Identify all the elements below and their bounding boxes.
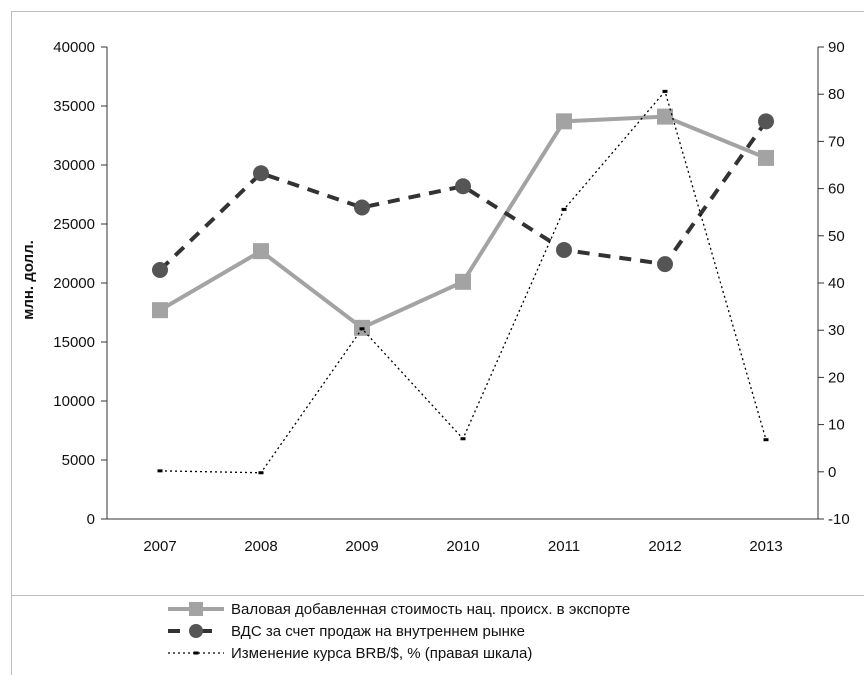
legend-item: Изменение курса BRB/$, % (правая шкала) xyxy=(168,645,532,662)
y-tick-label: 40000 xyxy=(53,39,95,56)
y2-tick-label: 70 xyxy=(828,133,845,150)
data-point xyxy=(253,243,269,260)
y-tick-label: 5000 xyxy=(62,452,95,469)
data-point xyxy=(657,256,673,273)
y-tick-label: 20000 xyxy=(53,275,95,292)
y2-axis-ticks: -10 0 10 20 30 40 50 60 70 80 90 xyxy=(818,39,850,528)
series-layer xyxy=(152,89,774,475)
data-point xyxy=(157,469,163,473)
y-tick-label: 30000 xyxy=(53,157,95,174)
y2-tick-label: 10 xyxy=(828,417,845,434)
legend-item: Валовая добавленная стоимость нац. проис… xyxy=(168,601,630,618)
data-point xyxy=(455,178,471,195)
x-tick-label: 2013 xyxy=(749,538,782,555)
y-tick-label: 10000 xyxy=(53,393,95,410)
legend-marker xyxy=(193,651,199,655)
data-point xyxy=(758,113,774,130)
data-point xyxy=(556,241,572,258)
data-point xyxy=(758,149,774,166)
x-axis-ticks: 2007 2008 2009 2010 2011 2012 2013 xyxy=(143,538,782,555)
legend-divider xyxy=(11,595,864,596)
x-tick-label: 2011 xyxy=(548,538,580,555)
data-point xyxy=(258,471,264,475)
data-point xyxy=(460,437,466,441)
y2-tick-label: 30 xyxy=(828,322,845,339)
data-point xyxy=(253,165,269,182)
y2-tick-label: 20 xyxy=(828,369,845,386)
y2-tick-label: 80 xyxy=(828,86,845,103)
legend-label: Изменение курса BRB/$, % (правая шкала) xyxy=(231,645,532,662)
data-point xyxy=(662,89,668,93)
legend-item: ВДС за счет продаж на внутреннем рынке xyxy=(168,623,525,640)
x-tick-label: 2008 xyxy=(244,538,277,555)
data-point xyxy=(657,108,673,125)
legend: Валовая добавленная стоимость нац. проис… xyxy=(168,601,630,662)
data-point xyxy=(354,199,370,216)
series-line xyxy=(158,120,768,272)
y-axis-ticks: 0 5000 10000 15000 20000 25000 30000 35000 40000 xyxy=(53,39,107,528)
series-1 xyxy=(152,108,774,336)
y2-tick-label: -10 xyxy=(828,511,850,528)
y2-tick-label: 90 xyxy=(828,39,845,56)
y-tick-label: 25000 xyxy=(53,216,95,233)
chart-frame xyxy=(11,11,864,675)
y2-tick-label: 40 xyxy=(828,275,845,292)
data-point xyxy=(152,302,168,319)
data-point xyxy=(556,113,572,130)
data-point xyxy=(561,207,567,211)
y2-tick-label: 50 xyxy=(828,228,845,245)
series-2 xyxy=(152,113,774,279)
x-tick-label: 2012 xyxy=(648,538,681,555)
data-point xyxy=(455,273,471,290)
x-tick-label: 2009 xyxy=(345,538,378,555)
series-3 xyxy=(157,89,769,475)
data-point xyxy=(152,262,168,279)
y2-tick-label: 60 xyxy=(828,181,845,198)
legend-label: ВДС за счет продаж на внутреннем рынке xyxy=(231,623,525,640)
y-axis-title: млн. долл. xyxy=(20,240,37,320)
series-line xyxy=(158,114,767,331)
legend-marker xyxy=(189,602,203,616)
legend-label: Валовая добавленная стоимость нац. проис… xyxy=(231,601,630,618)
data-point xyxy=(359,327,365,331)
y2-tick-label: 0 xyxy=(828,464,836,481)
x-tick-label: 2007 xyxy=(143,538,176,555)
y-tick-label: 0 xyxy=(87,511,95,528)
legend-marker xyxy=(189,624,203,638)
x-tick-label: 2010 xyxy=(446,538,479,555)
y-tick-label: 15000 xyxy=(53,334,95,351)
y-tick-label: 35000 xyxy=(53,98,95,115)
data-point xyxy=(763,438,769,442)
